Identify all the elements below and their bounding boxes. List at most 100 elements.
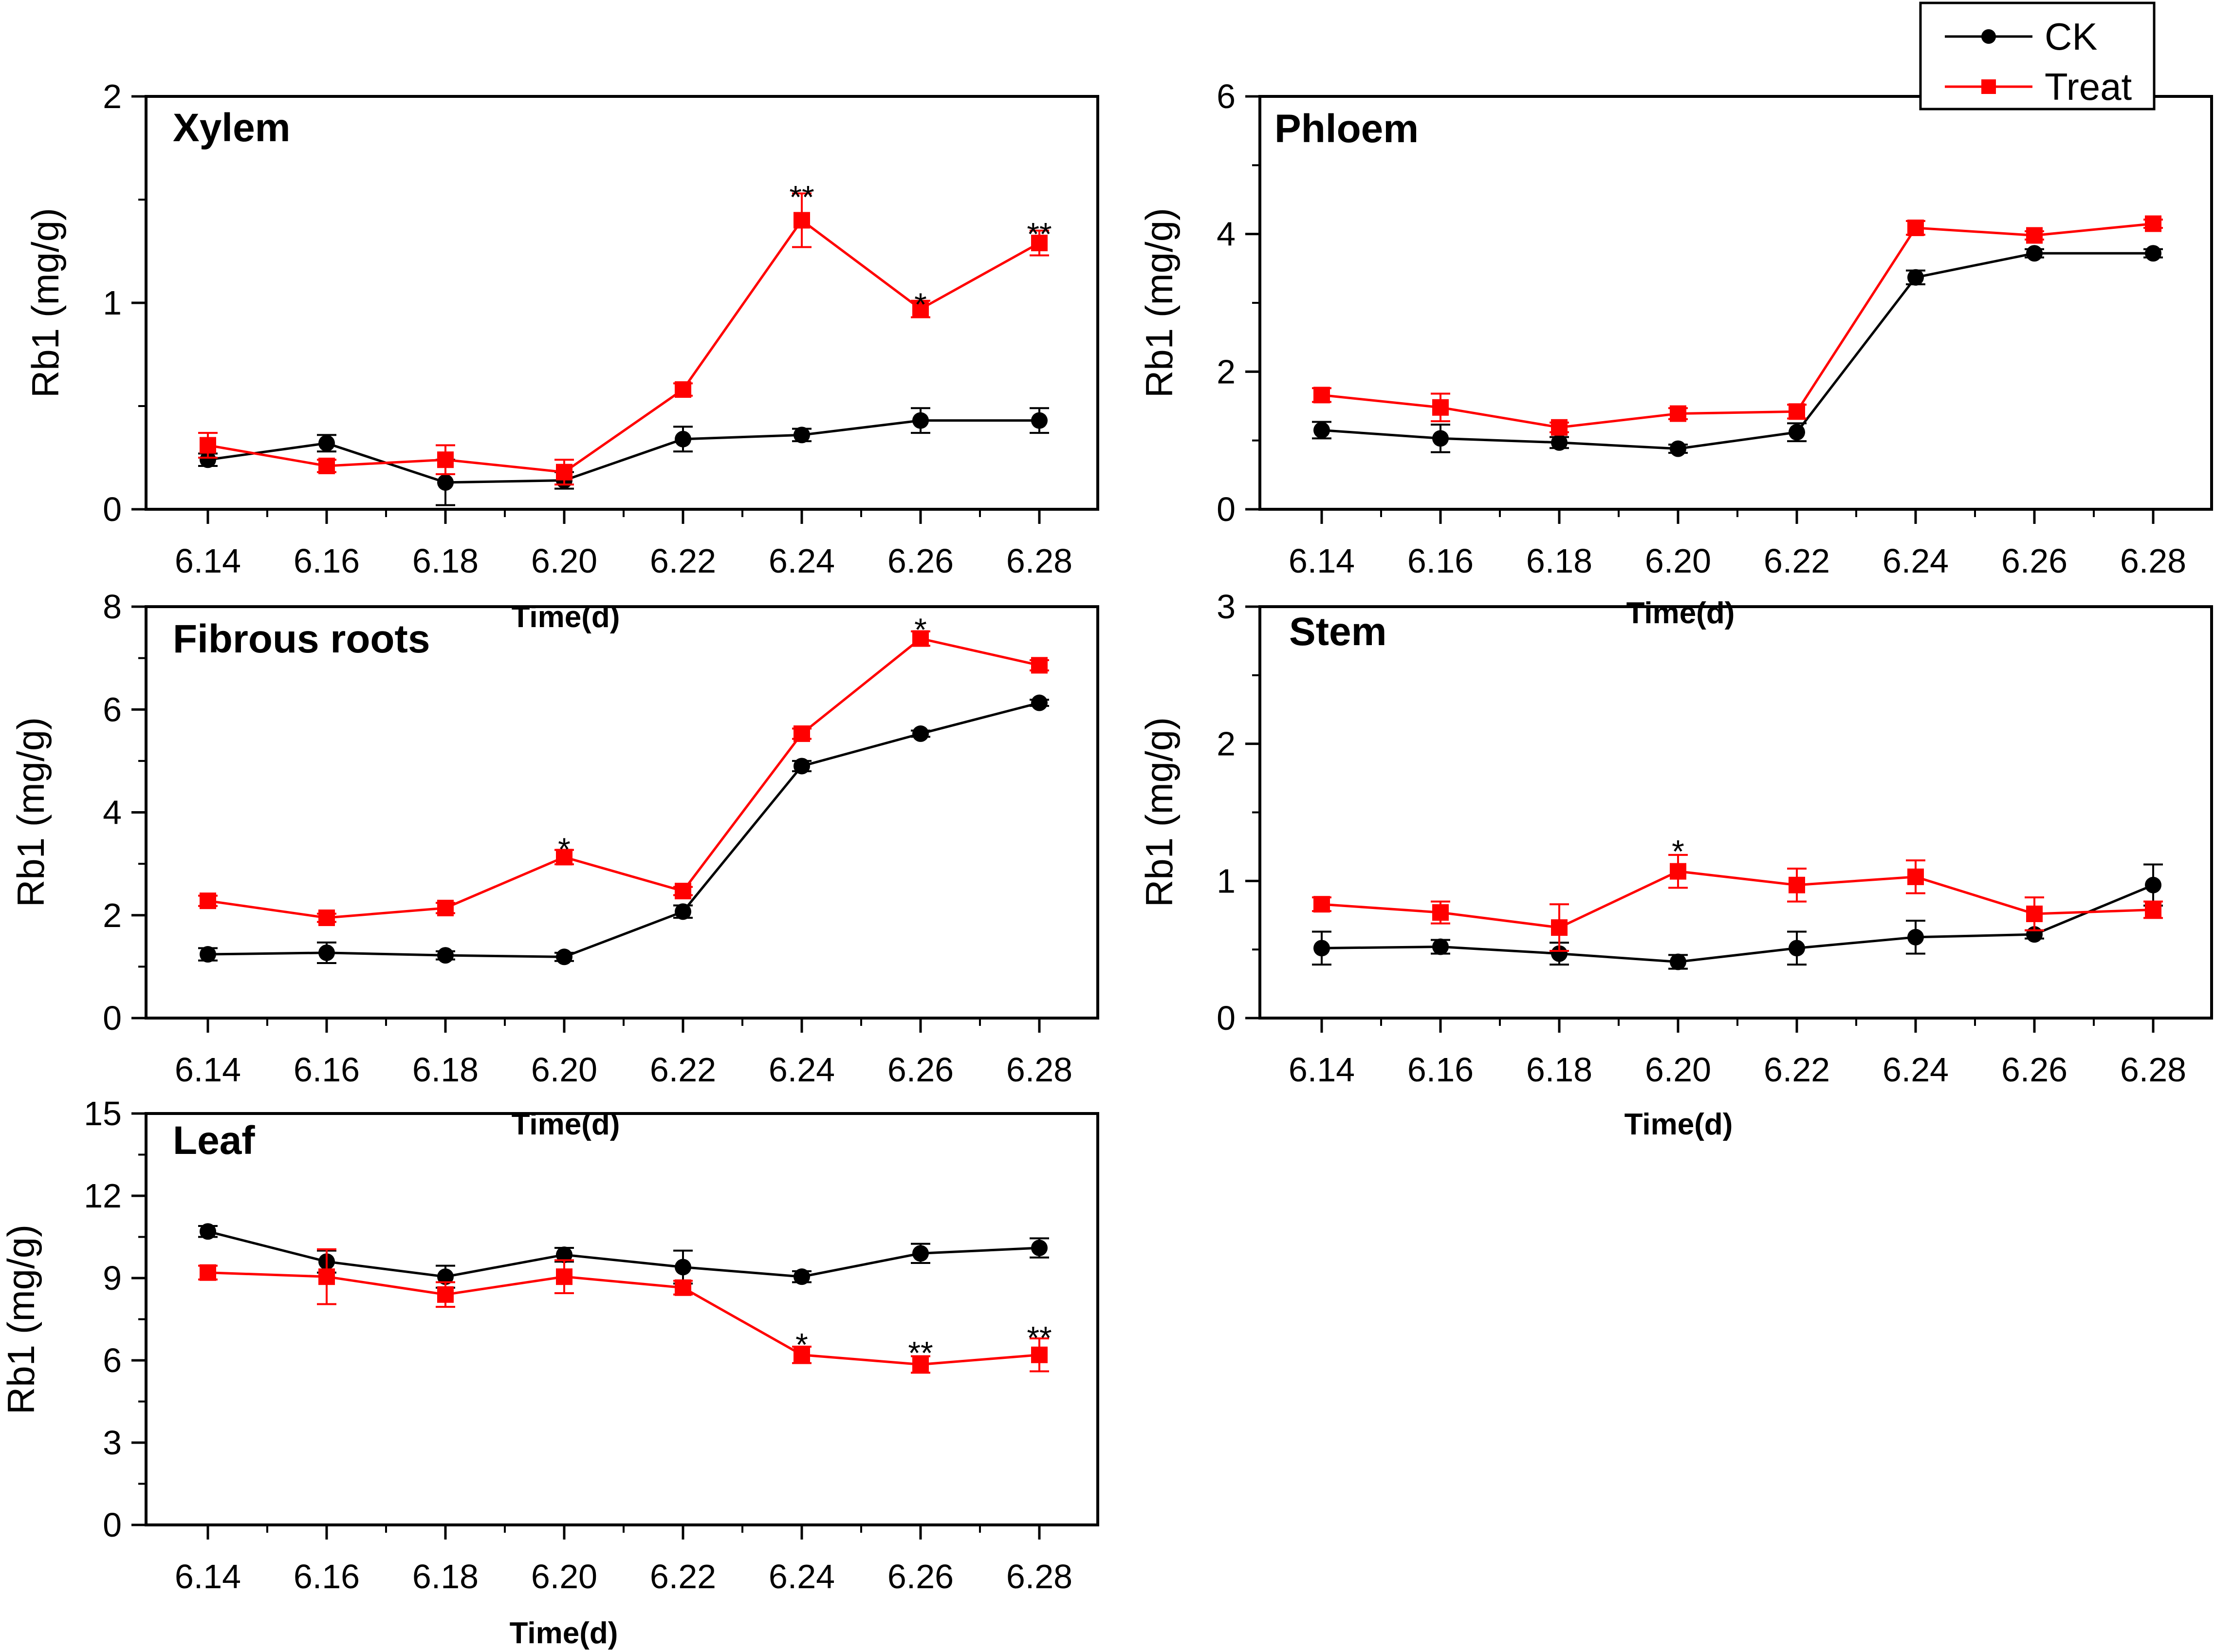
treat-point <box>318 910 335 927</box>
ck-point <box>556 948 572 965</box>
x-tick-label: 6.14 <box>175 542 241 580</box>
ck-point <box>1789 424 1805 441</box>
significance-mark: * <box>795 1327 808 1363</box>
x-tick-label: 6.18 <box>412 1051 479 1089</box>
x-tick-label: 6.26 <box>2001 542 2067 580</box>
y-tick-label: 0 <box>1217 999 1236 1037</box>
treat-point <box>794 1346 810 1363</box>
y-tick-label: 4 <box>1217 215 1236 253</box>
x-tick-label: 6.20 <box>531 1051 597 1089</box>
ck-point <box>1907 928 1924 946</box>
treat-point <box>675 1279 691 1296</box>
treat-point <box>437 899 454 916</box>
ck-point <box>1432 430 1449 447</box>
ck-point <box>1313 940 1330 957</box>
ck-point <box>1031 412 1048 429</box>
x-tick-label: 6.16 <box>1407 1051 1474 1089</box>
series-line-treat <box>1321 222 2154 429</box>
panel-phloem: 0 2 4 6 6.14 6.16 6.18 6.20 6.22 6.24 6.26 6.28 Phl… <box>1138 77 2213 630</box>
ck-point <box>675 903 691 920</box>
y-tick-label: 1 <box>103 284 122 322</box>
treat-point <box>675 883 691 900</box>
x-tick-label: 6.16 <box>1407 542 1474 580</box>
treat-point <box>912 300 929 317</box>
x-tick-label: 6.24 <box>769 542 835 580</box>
y-tick-label: 15 <box>84 1095 122 1132</box>
y-axis-label: Rb1 (mg/g) <box>24 208 67 398</box>
legend-ck-marker <box>1981 29 1996 44</box>
treat-point <box>437 1286 454 1303</box>
legend-ck-label: CK <box>2045 15 2097 58</box>
x-tick-label: 6.26 <box>887 1558 954 1596</box>
x-tick-label: 6.28 <box>1006 1051 1072 1089</box>
x-tick-label: 6.18 <box>1526 542 1592 580</box>
x-tick-label: 6.20 <box>531 1558 597 1596</box>
treat-point <box>1670 863 1686 880</box>
treat-point <box>200 437 216 454</box>
x-tick-label: 6.28 <box>2120 542 2186 580</box>
y-tick-label: 8 <box>103 588 122 626</box>
treat-point <box>200 892 216 910</box>
ck-point <box>1031 1240 1048 1257</box>
y-axis-label: Rb1 (mg/g) <box>0 1225 42 1414</box>
ck-point <box>437 474 454 491</box>
x-axis-label: Time(d) <box>1624 1108 1733 1141</box>
series-line-ck <box>1321 884 2154 964</box>
y-tick-label: 9 <box>103 1259 122 1297</box>
y-tick-label: 6 <box>1217 77 1236 115</box>
treat-point <box>794 212 810 229</box>
significance-mark: ** <box>1027 1319 1052 1355</box>
y-tick-label: 6 <box>103 1341 122 1379</box>
treat-point <box>200 1264 216 1281</box>
x-tick-label: 6.20 <box>531 542 597 580</box>
x-tick-label: 6.18 <box>412 1558 479 1596</box>
x-tick-label: 6.26 <box>2001 1051 2067 1089</box>
treat-point <box>1432 399 1449 416</box>
x-tick-label: 6.24 <box>1883 1051 1949 1089</box>
x-tick-label: 6.14 <box>175 1558 241 1596</box>
x-tick-label: 6.20 <box>1645 1051 1711 1089</box>
ck-point <box>912 412 929 429</box>
treat-point <box>2145 901 2161 918</box>
ck-point <box>2026 245 2043 262</box>
y-tick-label: 1 <box>1217 862 1236 900</box>
x-tick-label: 6.24 <box>769 1558 835 1596</box>
legend-treat-label: Treat <box>2045 65 2132 108</box>
panel-title: Leaf <box>173 1118 255 1163</box>
treat-point <box>2145 215 2161 232</box>
treat-point <box>556 849 572 866</box>
legend: CK Treat <box>1919 1 2156 111</box>
series-line-treat <box>1321 870 2154 929</box>
ck-point <box>1670 440 1686 457</box>
treat-point <box>1432 904 1449 921</box>
ck-point <box>794 758 810 775</box>
panel-title: Xylem <box>173 106 291 150</box>
ck-point <box>437 947 454 964</box>
ck-point <box>318 944 335 961</box>
ck-point <box>1789 940 1805 957</box>
y-axis-label: Rb1 (mg/g) <box>1138 717 1181 907</box>
series-line-ck <box>207 419 1039 484</box>
ck-point <box>1432 938 1449 955</box>
ck-point <box>200 946 216 963</box>
legend-box <box>1919 1 2156 111</box>
legend-treat-marker <box>1981 79 1996 94</box>
ck-point <box>2145 245 2161 262</box>
ck-point <box>2145 876 2161 893</box>
ck-point <box>318 435 335 452</box>
y-tick-label: 6 <box>103 690 122 728</box>
x-tick-label: 6.22 <box>1764 1051 1830 1089</box>
treat-point <box>1031 657 1048 674</box>
panel-title: Stem <box>1289 610 1387 654</box>
y-tick-label: 3 <box>1217 588 1236 626</box>
treat-point <box>912 630 929 647</box>
ck-point <box>794 1268 810 1285</box>
treat-point <box>1313 387 1330 404</box>
x-axis-label: Time(d) <box>512 600 620 634</box>
series-line-ck <box>1321 252 2153 450</box>
treat-point <box>794 725 810 742</box>
y-tick-label: 2 <box>103 896 122 934</box>
x-tick-label: 6.18 <box>1526 1051 1592 1089</box>
